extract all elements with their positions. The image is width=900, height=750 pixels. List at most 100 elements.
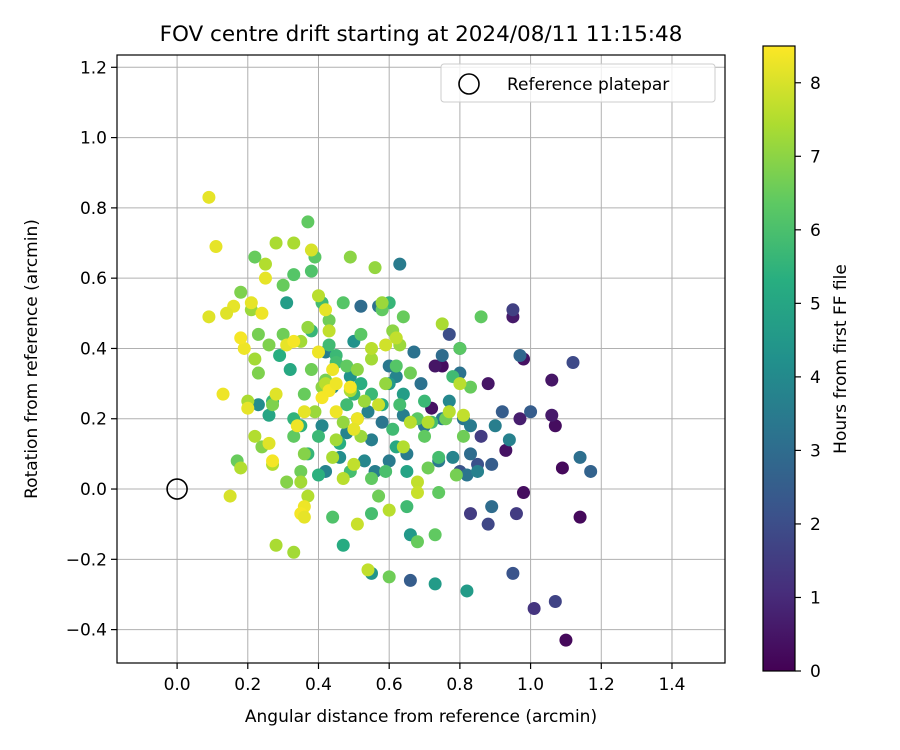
data-point: [485, 457, 499, 471]
data-point: [276, 278, 290, 292]
data-point: [372, 398, 386, 412]
x-tick-label: 1.0: [517, 675, 544, 695]
data-point: [410, 535, 424, 549]
data-point: [322, 324, 336, 338]
data-point: [311, 468, 325, 482]
data-point: [301, 489, 315, 503]
data-point: [234, 331, 248, 345]
data-point: [403, 415, 417, 429]
data-point: [350, 517, 364, 531]
colorbar-tick-label: 8: [810, 74, 821, 94]
data-point: [315, 391, 329, 405]
data-point: [354, 327, 368, 341]
data-point: [202, 190, 216, 204]
data-point: [329, 405, 343, 419]
data-point: [343, 380, 357, 394]
chart-title: FOV centre drift starting at 2024/08/11 …: [160, 22, 683, 47]
colorbar-tick-label: 3: [810, 441, 821, 461]
data-point: [255, 306, 269, 320]
data-point: [336, 471, 350, 485]
data-point: [216, 387, 230, 401]
data-point: [287, 268, 301, 282]
data-point: [545, 408, 559, 422]
data-point: [453, 341, 467, 355]
data-point: [294, 475, 308, 489]
x-tick-label: 1.4: [658, 675, 685, 695]
data-point: [456, 408, 470, 422]
data-point: [202, 310, 216, 324]
data-point: [428, 528, 442, 542]
data-point: [379, 338, 393, 352]
colorbar-tick-label: 7: [810, 147, 821, 167]
y-axis: −0.4 −0.2 0.0 0.2 0.4 0.6 0.8 1.0 1.2: [66, 58, 117, 641]
data-point: [442, 327, 456, 341]
reference-platepar-marker: [166, 478, 188, 500]
data-point: [513, 348, 527, 362]
data-point: [375, 296, 389, 310]
data-point: [400, 500, 414, 514]
data-point: [442, 394, 456, 408]
data-point: [506, 303, 520, 317]
data-point: [421, 415, 435, 429]
data-point: [315, 419, 329, 433]
x-tick-label: 0.0: [164, 675, 191, 695]
data-point: [435, 317, 449, 331]
data-point: [517, 486, 531, 500]
legend: Reference platepar: [440, 63, 716, 103]
data-point: [329, 433, 343, 447]
data-point: [573, 510, 587, 524]
x-tick-label: 0.4: [305, 675, 332, 695]
data-point: [326, 363, 340, 377]
data-point: [548, 419, 562, 433]
colorbar-tick-label: 2: [810, 515, 821, 535]
data-point: [365, 433, 379, 447]
data-point: [347, 457, 361, 471]
data-point: [410, 475, 424, 489]
data-point: [365, 471, 379, 485]
data-point: [418, 429, 432, 443]
data-point: [365, 507, 379, 521]
data-point: [474, 429, 488, 443]
data-point: [555, 461, 569, 475]
data-point: [266, 398, 280, 412]
data-point: [513, 412, 527, 426]
data-point: [481, 377, 495, 391]
data-point: [262, 436, 276, 450]
data-point: [326, 510, 340, 524]
data-point: [340, 398, 354, 412]
data-point: [258, 257, 272, 271]
data-point: [386, 422, 400, 436]
data-point: [382, 503, 396, 517]
data-point: [435, 348, 449, 362]
y-tick-label: 0.4: [80, 339, 107, 359]
data-point: [485, 500, 499, 514]
plot-background: [117, 55, 725, 663]
data-point: [269, 538, 283, 552]
data-point: [463, 507, 477, 521]
data-point: [389, 331, 403, 345]
data-point: [322, 313, 336, 327]
data-point: [354, 377, 368, 391]
data-point: [368, 261, 382, 275]
legend-box: [440, 63, 716, 103]
y-tick-label: 1.2: [80, 58, 107, 78]
data-point: [474, 310, 488, 324]
y-tick-label: −0.2: [66, 550, 107, 570]
data-point: [269, 236, 283, 250]
x-axis-label: Angular distance from reference (arcmin): [245, 707, 597, 727]
data-point: [418, 394, 432, 408]
data-point: [322, 338, 336, 352]
data-point: [548, 594, 562, 608]
plot-frame: [116, 54, 726, 664]
data-point: [301, 320, 315, 334]
data-point: [407, 345, 421, 359]
data-point: [432, 486, 446, 500]
data-point: [559, 633, 573, 647]
data-point: [375, 415, 389, 429]
data-point: [347, 422, 361, 436]
data-point: [393, 398, 407, 412]
data-point: [365, 352, 379, 366]
data-point: [251, 398, 265, 412]
data-point: [343, 250, 357, 264]
